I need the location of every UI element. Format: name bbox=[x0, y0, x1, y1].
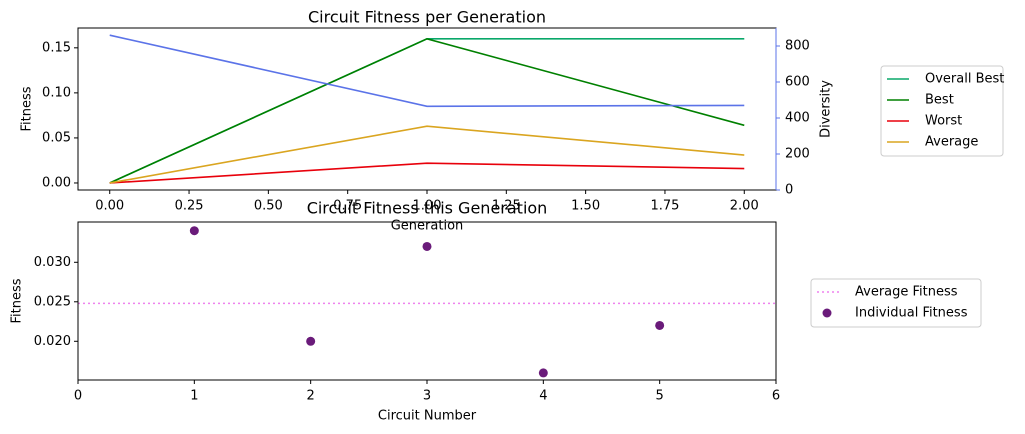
point bbox=[189, 226, 199, 236]
series-line bbox=[109, 162, 745, 184]
y-tick-label: 0.15 bbox=[42, 40, 71, 55]
y-axis-label: Fitness bbox=[20, 86, 35, 131]
legend-marker bbox=[822, 308, 832, 318]
y2-axis-label: Diversity bbox=[819, 80, 834, 138]
x-tick-label: 0.00 bbox=[95, 199, 124, 214]
x-tick-label: 0.25 bbox=[175, 199, 204, 214]
chart-title: Circuit Fitness per Generation bbox=[308, 8, 546, 27]
y-tick-label: 0.020 bbox=[34, 334, 71, 349]
x-axis-label: Generation bbox=[391, 219, 464, 234]
legend-label: Individual Fitness bbox=[855, 306, 968, 321]
legend-label: Worst bbox=[925, 114, 962, 129]
y2-tick-label: 0 bbox=[785, 183, 793, 198]
legend-label: Overall Best bbox=[925, 72, 1004, 87]
y-tick-label: 0.025 bbox=[34, 294, 71, 309]
y-axis-label: Fitness bbox=[10, 278, 25, 323]
y-tick-label: 0.10 bbox=[42, 85, 71, 100]
x-tick-label: 2 bbox=[307, 389, 315, 404]
x-tick-label: 6 bbox=[772, 389, 780, 404]
x-tick-label: 3 bbox=[423, 389, 431, 404]
point bbox=[655, 320, 665, 330]
point bbox=[422, 241, 432, 251]
y2-tick-label: 200 bbox=[785, 147, 810, 162]
series-line bbox=[109, 125, 745, 184]
legend-box bbox=[810, 278, 982, 328]
x-tick-label: 1.50 bbox=[571, 199, 600, 214]
y2-tick-label: 800 bbox=[785, 39, 810, 54]
x-tick-label: 1.75 bbox=[650, 199, 679, 214]
x-tick-label: 5 bbox=[656, 389, 664, 404]
series-line bbox=[109, 34, 745, 108]
x-tick-label: 1.00 bbox=[413, 199, 442, 214]
y2-tick-label: 600 bbox=[785, 75, 810, 90]
y2-tick-label: 400 bbox=[785, 111, 810, 126]
legend-label: Average bbox=[925, 135, 978, 150]
plot-frame bbox=[77, 221, 777, 381]
x-tick-label: 1 bbox=[190, 389, 198, 404]
x-tick-label: 0.50 bbox=[254, 199, 283, 214]
x-tick-label: 2.00 bbox=[730, 199, 759, 214]
y-tick-label: 0.00 bbox=[42, 175, 71, 190]
point bbox=[306, 336, 316, 346]
chart-title: Circuit Fitness this Generation bbox=[307, 199, 548, 218]
series-line bbox=[109, 38, 745, 184]
x-tick-label: 1.25 bbox=[492, 199, 521, 214]
legend-box bbox=[880, 65, 1004, 157]
series-line bbox=[109, 37, 745, 184]
x-axis-label: Circuit Number bbox=[378, 409, 477, 424]
x-tick-label: 0.75 bbox=[333, 199, 362, 214]
y-tick-label: 0.030 bbox=[34, 255, 71, 270]
point bbox=[538, 368, 548, 378]
x-tick-label: 4 bbox=[539, 389, 547, 404]
legend-label: Best bbox=[925, 93, 954, 108]
y-tick-label: 0.05 bbox=[42, 130, 71, 145]
x-tick-label: 0 bbox=[74, 389, 82, 404]
legend-label: Average Fitness bbox=[855, 285, 958, 300]
